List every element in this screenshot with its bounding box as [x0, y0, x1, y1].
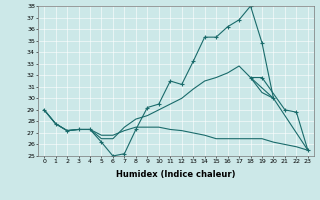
X-axis label: Humidex (Indice chaleur): Humidex (Indice chaleur) — [116, 170, 236, 179]
